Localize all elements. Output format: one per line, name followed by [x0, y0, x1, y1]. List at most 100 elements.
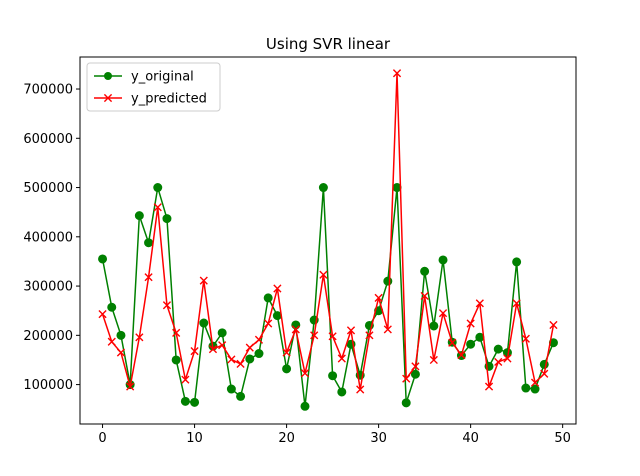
data-point: [282, 364, 292, 374]
data-point: [116, 330, 126, 340]
data-point: [484, 382, 494, 391]
data-point: [540, 369, 549, 378]
data-point: [263, 293, 273, 303]
data-point: [98, 310, 107, 319]
data-point: [530, 384, 540, 394]
data-point: [217, 328, 227, 338]
data-point: [383, 276, 393, 286]
legend-entry: y_original: [94, 70, 194, 85]
data-point: [420, 291, 429, 301]
y-tick-label: 500000: [23, 181, 73, 196]
x-axis: 0 10 20 30 40 50: [98, 424, 571, 446]
data-point: [429, 355, 438, 365]
data-point: [135, 333, 144, 342]
data-point: [493, 344, 503, 354]
data-point: [116, 348, 126, 357]
data-point: [153, 203, 162, 212]
data-point: [521, 334, 530, 343]
data-point: [144, 238, 154, 248]
data-point: [356, 385, 365, 394]
x-tick-label: 20: [278, 431, 295, 446]
data-point: [549, 320, 558, 330]
data-point: [318, 183, 328, 193]
data-point: [365, 331, 374, 340]
legend-label: y_predicted: [131, 92, 207, 107]
data-point: [181, 375, 190, 384]
plot-area: [80, 57, 576, 424]
data-point: [457, 350, 466, 360]
data-point: [218, 341, 227, 350]
data-point: [162, 301, 172, 310]
x-tick-label: 50: [554, 431, 571, 446]
data-point: [134, 211, 144, 221]
data-point: [208, 345, 218, 354]
data-point: [346, 326, 356, 335]
data-point: [144, 273, 153, 282]
legend-marker: [104, 72, 112, 80]
data-point: [254, 335, 264, 344]
x-tick-label: 10: [186, 431, 203, 446]
data-point: [310, 331, 319, 340]
data-point: [337, 354, 346, 363]
data-point: [226, 384, 236, 394]
data-point: [153, 183, 163, 193]
data-point: [98, 254, 108, 264]
data-point: [410, 369, 420, 379]
data-point: [337, 387, 347, 397]
data-point: [273, 284, 282, 293]
data-point: [236, 391, 246, 401]
data-point: [512, 257, 522, 267]
data-point: [383, 325, 392, 334]
y-tick-label: 400000: [23, 230, 73, 245]
series-line: [101, 72, 555, 391]
data-point: [392, 69, 402, 78]
y-axis: 100000 200000 300000 400000 500000 600000 7000…: [23, 83, 80, 393]
data-point: [328, 371, 338, 381]
data-point: [494, 357, 503, 367]
plot-frame: [79, 56, 577, 425]
data-point: [521, 383, 531, 393]
data-point: [107, 337, 116, 346]
data-point: [199, 276, 208, 285]
x-tick-label: 40: [462, 431, 479, 446]
data-point: [438, 309, 448, 318]
data-point: [245, 354, 255, 364]
data-point: [420, 266, 430, 276]
data-point: [264, 319, 273, 328]
data-point: [254, 349, 264, 359]
y-tick-label: 300000: [23, 280, 73, 295]
data-point: [162, 214, 172, 224]
data-point: [282, 348, 291, 357]
legend-entries: y_original y_predicted: [94, 70, 207, 107]
y-tick-label: 200000: [23, 329, 73, 344]
data-point: [227, 355, 236, 364]
x-tick-label: 30: [370, 431, 387, 446]
data-point: [291, 325, 300, 334]
data-point: [126, 382, 135, 391]
data-point: [530, 378, 540, 387]
data-point: [300, 401, 310, 411]
data-point: [300, 369, 310, 378]
data-point: [199, 318, 209, 328]
data-point: [190, 397, 200, 407]
data-point: [172, 328, 181, 337]
data-point: [245, 343, 254, 352]
data-point: [512, 299, 521, 308]
data-point: [236, 359, 245, 368]
legend-box: [86, 62, 221, 112]
data-point: [438, 255, 448, 265]
data-point: [429, 321, 439, 331]
chart-title: Using SVR linear: [266, 35, 391, 53]
legend: y_original y_predicted: [86, 62, 221, 112]
data-point: [374, 293, 383, 302]
data-point: [475, 299, 484, 308]
data-point: [171, 355, 181, 365]
legend-label: y_original: [131, 70, 194, 85]
data-point: [180, 396, 190, 406]
data-point: [328, 332, 337, 341]
data-point: [448, 338, 457, 347]
data-point: [190, 346, 199, 356]
data-point: [107, 302, 117, 312]
y-tick-label: 700000: [23, 83, 73, 98]
